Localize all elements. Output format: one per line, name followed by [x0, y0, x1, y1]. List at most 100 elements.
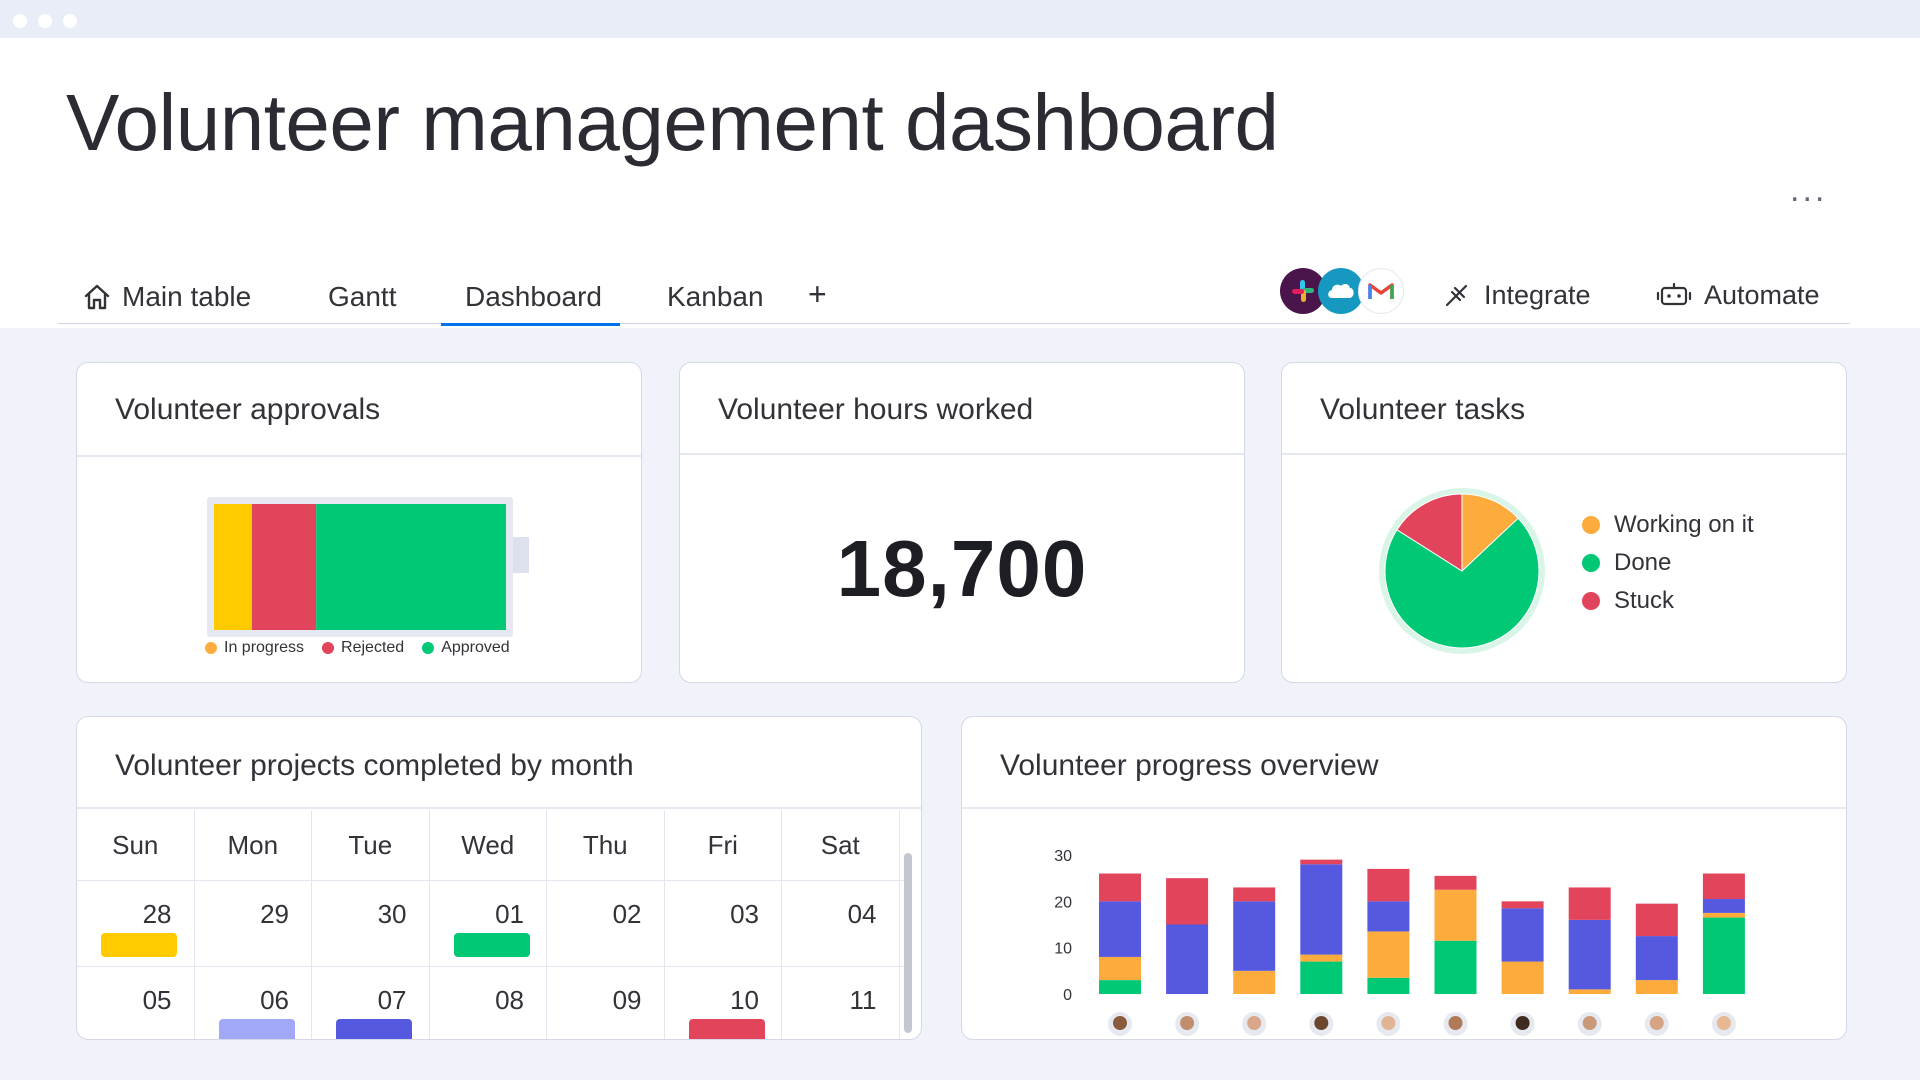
calendar-day-number: 10	[730, 985, 759, 1015]
calendar-day-cell[interactable]: 29	[195, 881, 312, 966]
bar-stack[interactable]	[1367, 868, 1410, 994]
pie-slice-done[interactable]	[1384, 517, 1540, 649]
bar-segment[interactable]	[1233, 970, 1276, 994]
weekday-header: Sat	[782, 810, 900, 880]
bar-segment[interactable]	[1501, 908, 1544, 962]
bar-segment[interactable]	[1702, 899, 1745, 913]
divider	[77, 880, 905, 881]
bar-segment[interactable]	[1233, 901, 1276, 971]
y-tick-label: 20	[1054, 894, 1072, 911]
calendar-day-cell[interactable]: 02	[547, 881, 665, 966]
bar-segment[interactable]	[1702, 912, 1745, 918]
calendar-day-number: 29	[260, 899, 289, 929]
window-dot-icon[interactable]	[63, 14, 77, 28]
widget-title: Volunteer projects completed by month	[115, 749, 634, 782]
bar-stack[interactable]	[1300, 859, 1343, 994]
integrate-button[interactable]: Integrate	[1442, 270, 1591, 320]
bar-segment[interactable]	[1300, 961, 1343, 994]
bar-segment[interactable]	[1501, 961, 1544, 994]
divider	[1282, 453, 1846, 455]
progress-stacked-bar-chart: 0 10 20 30	[1054, 848, 1745, 1036]
bar-segment[interactable]	[1099, 956, 1141, 981]
bar-stack[interactable]	[1635, 903, 1678, 994]
window-dot-icon[interactable]	[38, 14, 52, 28]
legend-item-working: Working on it	[1582, 511, 1754, 538]
hours-value: 18,700	[836, 524, 1088, 613]
view-tabs: Main table Gantt Dashboard Kanban +	[58, 270, 1850, 326]
bar-segment[interactable]	[1300, 954, 1343, 962]
weekday-header: Wed	[430, 810, 547, 880]
bar-segment[interactable]	[1568, 887, 1611, 920]
bar-segment[interactable]	[1300, 864, 1343, 955]
battery-segment-rejected[interactable]	[251, 504, 317, 630]
bar-segment[interactable]	[1099, 901, 1141, 957]
calendar-day-cell[interactable]: 10	[665, 967, 782, 1039]
calendar-day-cell[interactable]: 28	[77, 881, 195, 966]
calendar-day-cell[interactable]: 07	[312, 967, 430, 1039]
battery-cap	[513, 537, 529, 573]
bar-segment[interactable]	[1635, 936, 1678, 981]
calendar-day-number: 09	[612, 985, 642, 1015]
divider	[77, 455, 641, 457]
integration-logos[interactable]	[1280, 268, 1404, 318]
calendar-scrollbar[interactable]	[904, 853, 912, 1033]
calendar-event-bar[interactable]	[218, 1019, 295, 1039]
bar-segment[interactable]	[1434, 940, 1477, 994]
bar-segment[interactable]	[1300, 859, 1343, 865]
calendar-day-cell[interactable]: 04	[782, 881, 900, 966]
tab-gantt[interactable]: Gantt	[328, 270, 396, 324]
bar-stack[interactable]	[1568, 887, 1611, 994]
tab-main-table[interactable]: Main table	[82, 270, 251, 324]
tab-kanban[interactable]: Kanban	[667, 270, 764, 324]
calendar-event-bar[interactable]	[453, 933, 530, 957]
legend-swatch	[205, 642, 217, 654]
bar-segment[interactable]	[1568, 989, 1611, 994]
calendar-day-cell[interactable]: 09	[547, 967, 665, 1039]
calendar-day-cell[interactable]: 06	[195, 967, 312, 1039]
bar-segment[interactable]	[1501, 901, 1544, 909]
calendar-day-cell[interactable]: 05	[77, 967, 195, 1039]
bar-stack[interactable]	[1166, 878, 1209, 995]
legend-label: Stuck	[1614, 587, 1675, 614]
pie-slice-stuck[interactable]	[1396, 493, 1463, 572]
bar-segment[interactable]	[1233, 887, 1276, 902]
battery-segment-in-progress[interactable]	[214, 504, 252, 630]
add-view-button[interactable]: +	[808, 276, 827, 312]
automate-button[interactable]: Automate	[1656, 270, 1820, 320]
bar-segment[interactable]	[1635, 903, 1678, 937]
tab-label: Kanban	[667, 281, 764, 312]
bar-stack[interactable]	[1099, 873, 1141, 994]
more-options-button[interactable]: ...	[1790, 171, 1828, 209]
bar-segment[interactable]	[1367, 901, 1410, 932]
bar-segment[interactable]	[1367, 868, 1410, 902]
bar-stack[interactable]	[1702, 873, 1745, 994]
bar-segment[interactable]	[1434, 889, 1477, 941]
bar-segment[interactable]	[1434, 875, 1477, 890]
bar-stack[interactable]	[1501, 901, 1544, 994]
tab-dashboard[interactable]: Dashboard	[441, 270, 620, 326]
pie-slice-working-on-it[interactable]	[1461, 493, 1519, 573]
calendar-day-cell[interactable]: 03	[665, 881, 782, 966]
bar-segment[interactable]	[1099, 873, 1141, 902]
calendar-day-cell[interactable]: 30	[312, 881, 430, 966]
bar-segment[interactable]	[1702, 873, 1745, 900]
bar-stack[interactable]	[1233, 887, 1276, 994]
battery-segment-approved[interactable]	[316, 504, 506, 630]
bar-segment[interactable]	[1635, 980, 1678, 994]
bar-segment[interactable]	[1367, 977, 1410, 994]
calendar-event-bar[interactable]	[101, 933, 177, 957]
bar-segment[interactable]	[1702, 917, 1745, 994]
bar-stack[interactable]	[1434, 875, 1477, 994]
bar-segment[interactable]	[1099, 980, 1141, 994]
bar-segment[interactable]	[1166, 878, 1209, 925]
calendar-event-bar[interactable]	[336, 1019, 412, 1039]
window-dot-icon[interactable]	[13, 14, 27, 28]
bar-segment[interactable]	[1166, 924, 1209, 995]
calendar-event-bar[interactable]	[688, 1019, 765, 1039]
legend-swatch	[1582, 592, 1600, 610]
calendar-day-cell[interactable]: 01	[430, 881, 547, 966]
calendar-day-cell[interactable]: 08	[430, 967, 547, 1039]
bar-segment[interactable]	[1367, 931, 1410, 978]
calendar-day-cell[interactable]: 11	[782, 967, 900, 1039]
bar-segment[interactable]	[1568, 919, 1611, 990]
